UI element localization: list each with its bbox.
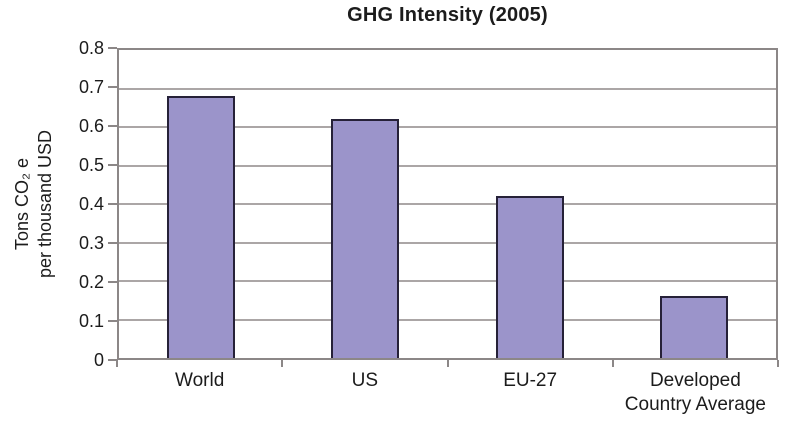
y-tick-label: 0.2 [78,272,104,292]
bar [495,196,564,358]
x-tick-mark [611,360,614,367]
bar [167,96,236,358]
y-tick-label: 0.5 [78,155,104,175]
x-tick-mark [116,360,118,367]
y-tick-mark [108,203,117,205]
gridline [119,241,776,244]
gridline [119,203,776,205]
y-tick-mark [108,242,117,244]
plot-area [117,48,778,360]
y-tick-label: 0.7 [78,77,104,97]
y-tick-label: 0.6 [78,116,104,136]
bar [331,119,400,358]
bar [659,296,728,358]
x-category-label: EU-27 [503,370,558,391]
y-tick-label: 0.3 [78,233,104,253]
x-tick-mark [446,360,449,367]
x-tick-mark [281,360,284,367]
gridline [119,280,776,282]
gridline [119,126,776,128]
x-category-label: World [174,370,225,391]
x-category-label: Developed Country Average [624,370,766,415]
y-tick-mark [108,281,117,283]
y-tick-mark [108,164,117,166]
y-tick-label: 0 [93,350,104,370]
y-tick-mark [108,125,117,127]
x-tick-mark [777,360,779,367]
y-axis-title-line: Tons CO₂ e [12,157,32,251]
y-tick-label: 0.1 [78,311,104,331]
y-tick-label: 0.8 [78,38,104,58]
gridline [119,164,776,167]
y-tick-mark [108,320,117,322]
gridline [119,87,776,90]
chart-title: GHG Intensity (2005) [347,4,548,26]
y-tick-mark [108,47,117,49]
gridline [119,318,776,321]
x-category-label: US [351,370,379,391]
y-tick-label: 0.4 [78,194,104,214]
y-tick-mark [108,359,117,361]
y-tick-mark [108,86,117,88]
